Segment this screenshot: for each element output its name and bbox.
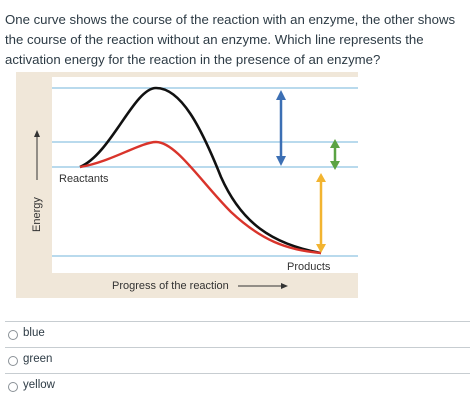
answer-options: blue green yellow bbox=[0, 321, 474, 399]
blue-arrow-head-up bbox=[276, 90, 286, 100]
x-axis-label: Progress of the reaction bbox=[112, 280, 229, 292]
blue-arrow-head-down bbox=[276, 156, 286, 166]
y-axis-arrow bbox=[34, 130, 40, 180]
radio-button[interactable] bbox=[8, 356, 18, 366]
question-text: One curve shows the course of the reacti… bbox=[5, 12, 456, 67]
uncatalyzed-curve bbox=[79, 86, 322, 255]
blue-arrow bbox=[276, 90, 286, 166]
answer-option-green[interactable]: green bbox=[5, 347, 470, 373]
green-arrow bbox=[330, 139, 340, 170]
energy-diagram: Reactants Products Progress of the react… bbox=[16, 72, 358, 298]
green-arrow-head-down bbox=[330, 161, 340, 170]
answer-option-blue[interactable]: blue bbox=[5, 321, 470, 347]
yellow-arrow-head-up bbox=[316, 173, 326, 182]
radio-button[interactable] bbox=[8, 330, 18, 340]
x-axis-arrow bbox=[238, 283, 288, 289]
y-axis-label: Energy bbox=[31, 197, 43, 232]
radio-button[interactable] bbox=[8, 382, 18, 392]
products-label: Products bbox=[287, 261, 331, 273]
yellow-arrow-head-down bbox=[316, 244, 326, 253]
answer-label: yellow bbox=[23, 379, 55, 391]
answer-label: green bbox=[23, 353, 53, 365]
catalyzed-curve bbox=[79, 140, 322, 255]
gridlines bbox=[52, 87, 358, 257]
reactants-label: Reactants bbox=[59, 173, 109, 185]
green-arrow-head-up bbox=[330, 139, 340, 148]
answer-option-yellow[interactable]: yellow bbox=[5, 373, 470, 399]
yellow-arrow bbox=[316, 173, 326, 253]
answer-label: blue bbox=[23, 327, 45, 339]
plot-area bbox=[52, 77, 358, 273]
